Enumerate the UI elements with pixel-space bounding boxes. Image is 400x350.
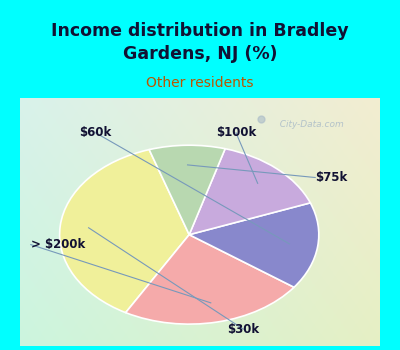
Text: $60k: $60k [80, 126, 112, 139]
Wedge shape [189, 203, 319, 287]
Wedge shape [60, 149, 189, 313]
Text: Income distribution in Bradley
Gardens, NJ (%): Income distribution in Bradley Gardens, … [51, 22, 349, 63]
Text: > $200k: > $200k [31, 238, 85, 251]
Text: $30k: $30k [227, 323, 259, 336]
Text: City-Data.com: City-Data.com [274, 120, 344, 130]
Wedge shape [189, 149, 310, 234]
Wedge shape [149, 145, 225, 234]
Text: $100k: $100k [216, 126, 256, 139]
Wedge shape [126, 234, 294, 324]
Text: $75k: $75k [315, 171, 348, 184]
Text: Other residents: Other residents [146, 76, 254, 90]
